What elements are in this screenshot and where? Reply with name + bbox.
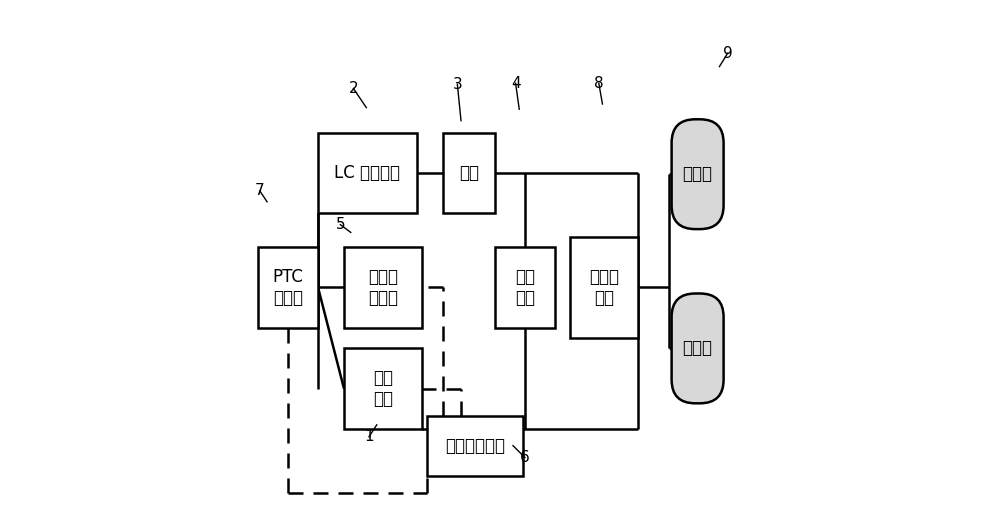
Text: PTC
电阻带: PTC 电阻带 (273, 268, 304, 307)
FancyBboxPatch shape (570, 237, 638, 338)
Text: 4: 4 (511, 76, 520, 90)
Text: 7: 7 (255, 184, 265, 198)
FancyBboxPatch shape (344, 348, 422, 429)
FancyBboxPatch shape (672, 293, 724, 404)
FancyBboxPatch shape (258, 247, 318, 328)
FancyBboxPatch shape (443, 133, 495, 213)
Text: 6: 6 (520, 450, 530, 465)
Text: 加热控制系统: 加热控制系统 (445, 437, 505, 455)
FancyBboxPatch shape (318, 133, 417, 213)
Text: 5: 5 (336, 217, 345, 232)
FancyBboxPatch shape (344, 247, 422, 328)
Text: 驱动轮: 驱动轮 (683, 165, 713, 183)
Text: 电驱动
系统: 电驱动 系统 (589, 268, 619, 307)
Text: 半桥: 半桥 (459, 164, 479, 182)
Text: LC 谐振单元: LC 谐振单元 (334, 164, 400, 182)
FancyBboxPatch shape (495, 247, 555, 328)
Text: 驱动轮: 驱动轮 (683, 340, 713, 357)
Text: 功率电
子开关: 功率电 子开关 (368, 268, 398, 307)
Text: 8: 8 (594, 76, 604, 90)
Text: 蓄电
装置: 蓄电 装置 (373, 369, 393, 408)
Text: 直流
电源: 直流 电源 (515, 268, 535, 307)
Text: 3: 3 (452, 77, 462, 92)
Text: 1: 1 (364, 430, 374, 444)
Text: 2: 2 (349, 81, 358, 96)
Text: 9: 9 (723, 46, 733, 60)
FancyBboxPatch shape (427, 416, 523, 476)
FancyBboxPatch shape (672, 119, 724, 229)
